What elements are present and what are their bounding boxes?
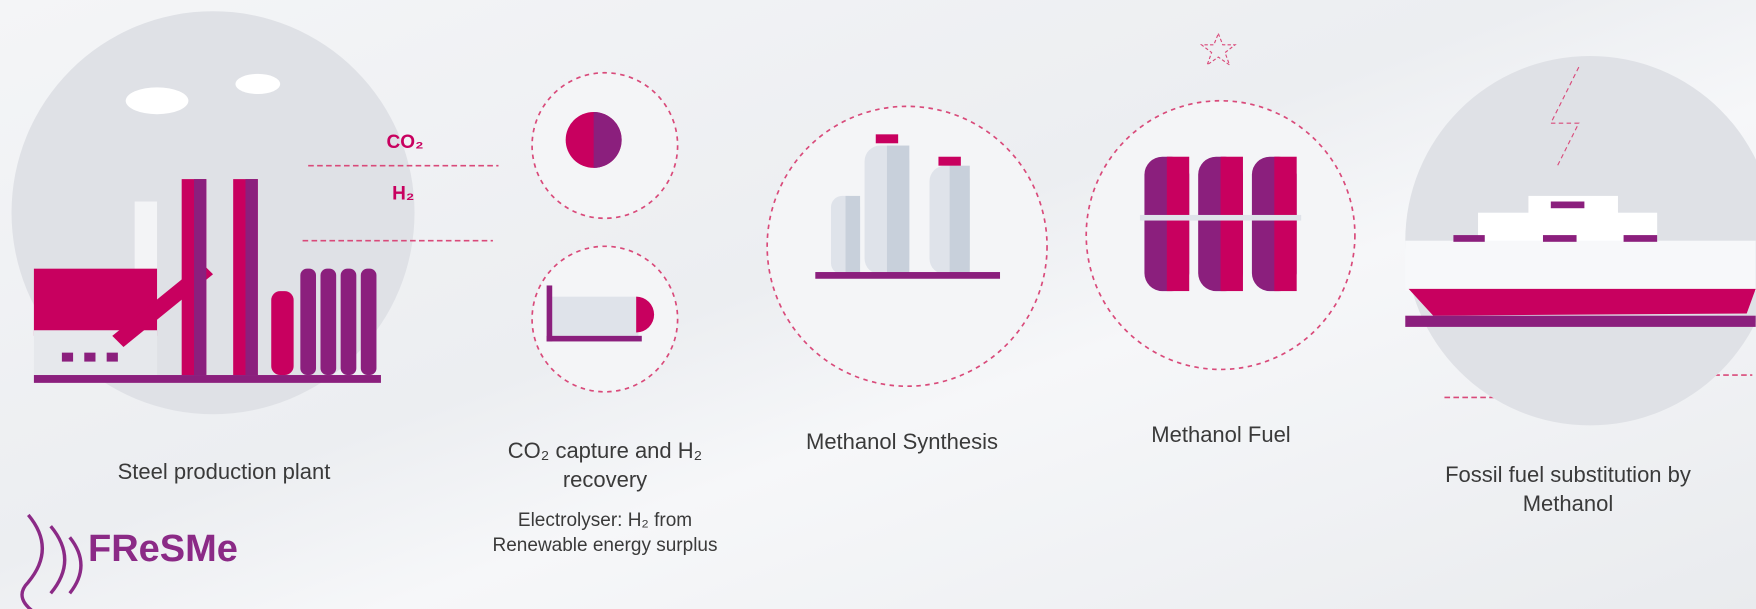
capture-icon: [532, 73, 678, 392]
step-label: Methanol Fuel: [1091, 420, 1351, 449]
synthesis-icon: [767, 106, 1047, 386]
step-label: Fossil fuel substitution by Methanol: [1428, 460, 1708, 518]
page: CO₂ H₂ Steel productio: [0, 0, 1756, 609]
steel-plant-icon: [12, 11, 415, 414]
step-label: Steel production plant: [64, 457, 384, 486]
step-label: CO₂ capture and H₂ recovery: [485, 436, 725, 494]
flow-label: CO₂: [387, 132, 424, 153]
step-label: Methanol Synthesis: [752, 427, 1052, 456]
step-sublabel: Electrolyser: H₂ from Renewable energy s…: [470, 508, 740, 558]
flow-label: H₂: [392, 183, 414, 204]
logo: FReSMe: [88, 528, 238, 571]
ship-icon: [1405, 56, 1756, 425]
fuel-icon: [1086, 34, 1355, 370]
logo-icon: [22, 515, 81, 609]
